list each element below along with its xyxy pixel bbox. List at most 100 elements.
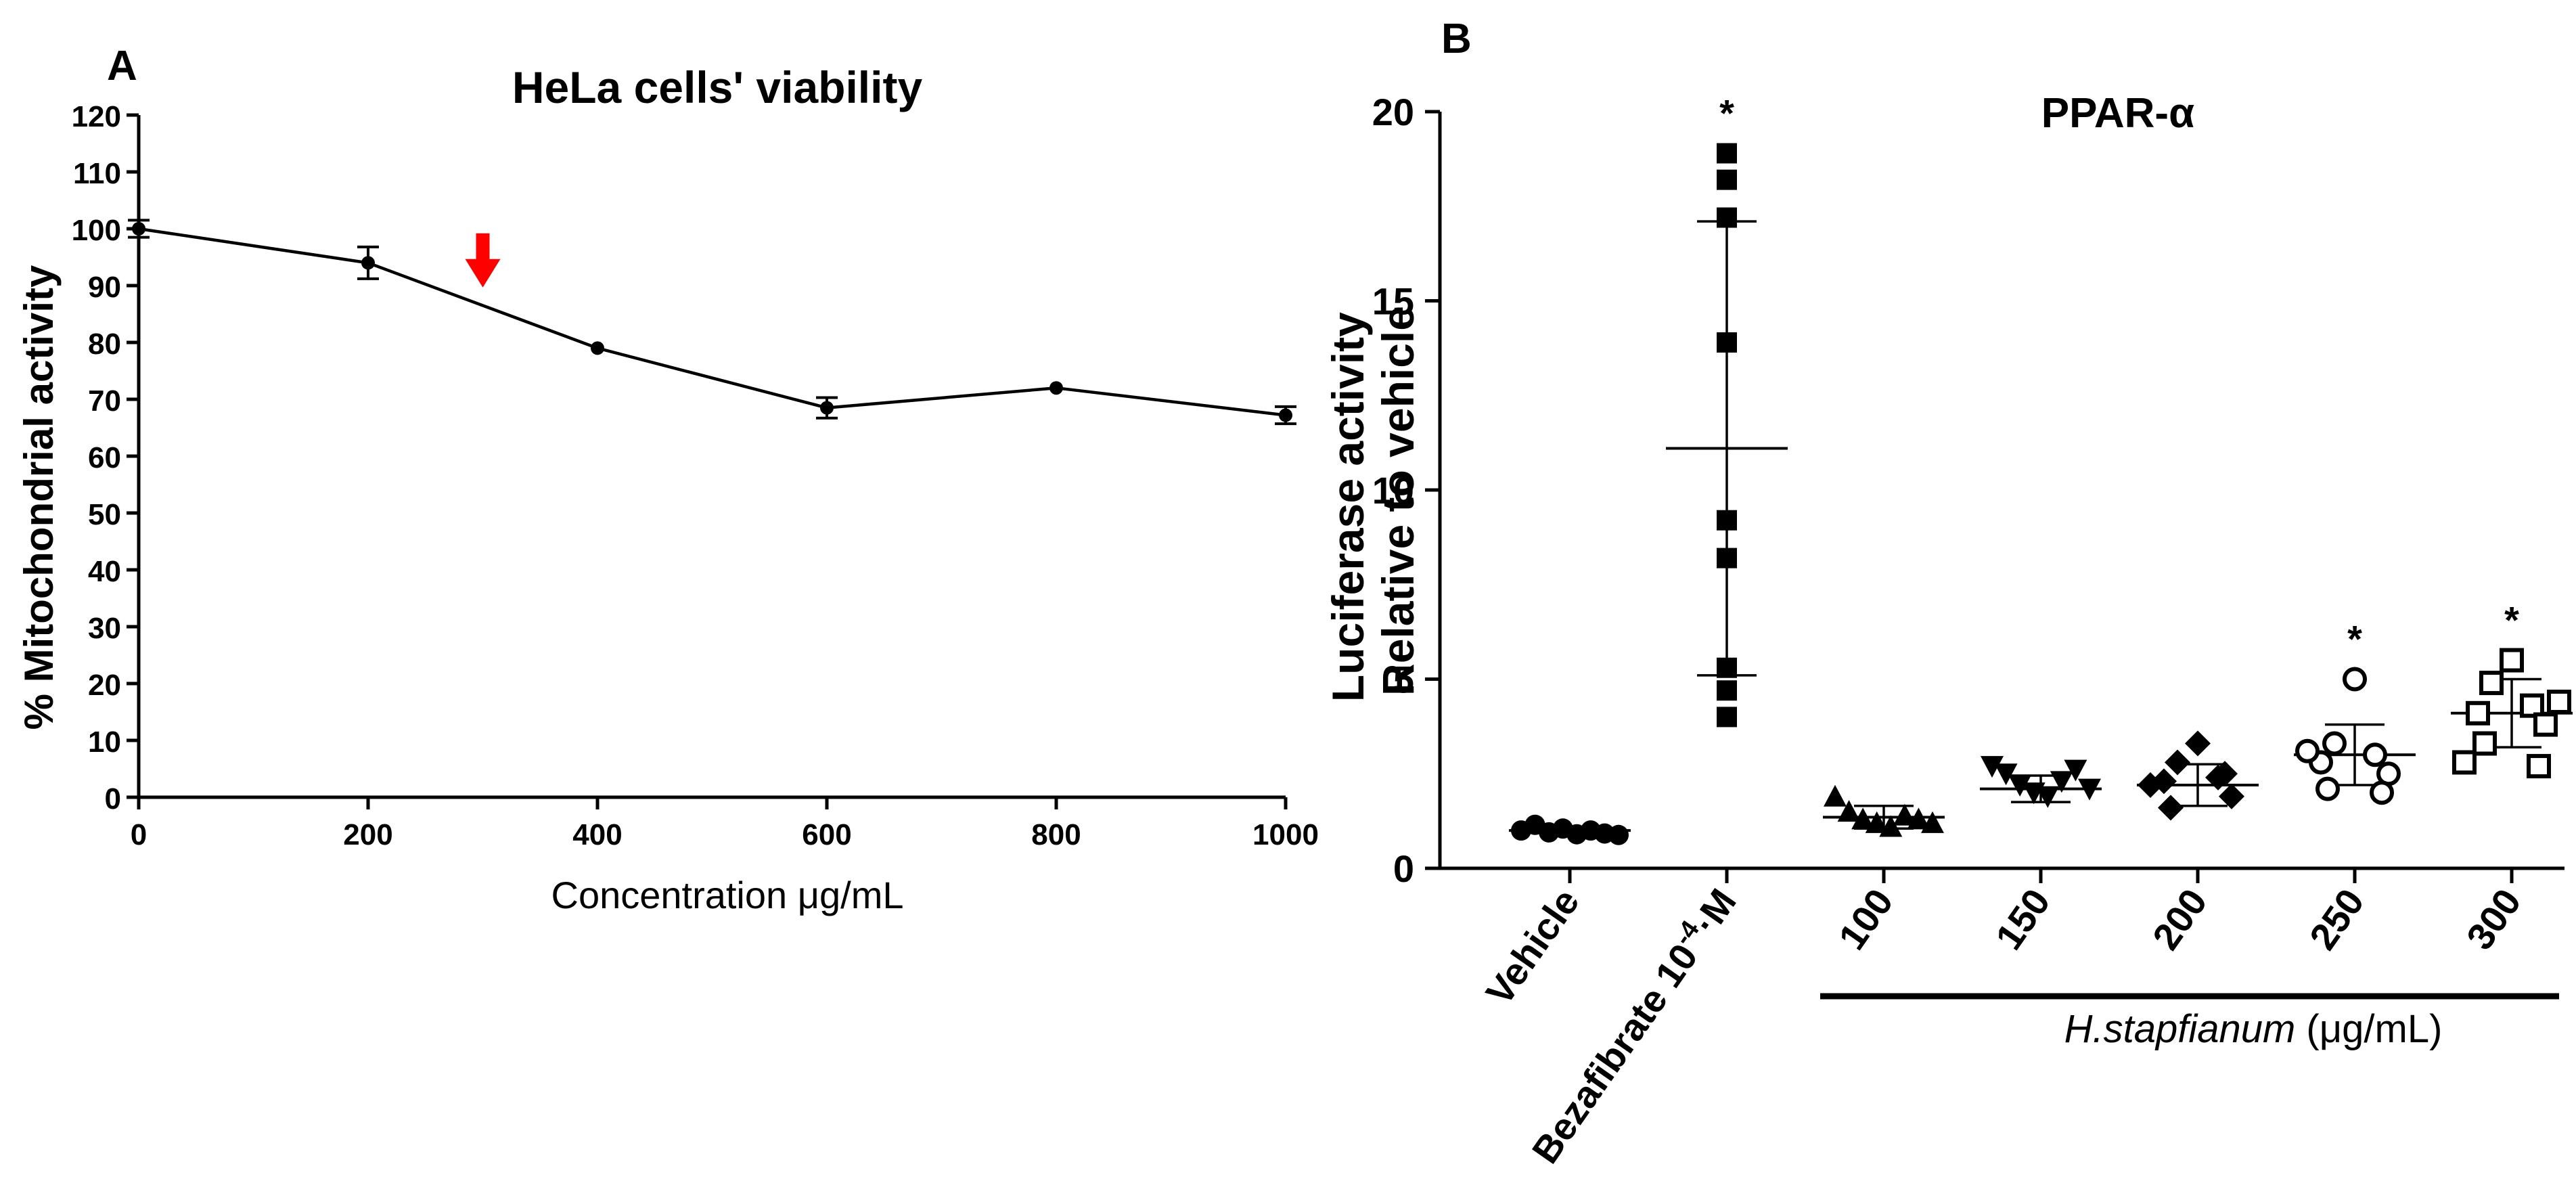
panel-b-significance-star: * [1719, 91, 1734, 134]
panel-a-ylabel: % Mitochondrial activity [16, 265, 62, 730]
bezafibrate-label-main: Bezafibrate 10 [1524, 936, 1706, 1171]
panel-b-data-point [2322, 731, 2347, 756]
panel-a-xtick-label: 800 [1031, 818, 1081, 851]
panel-b-xtick-label: 250 [2301, 881, 2372, 958]
panel-b-data-point [1717, 332, 1737, 353]
panel-b-data-point [2527, 754, 2551, 779]
panel-b-data-point [1851, 807, 1875, 830]
panel-b-significance-star: * [2504, 599, 2519, 642]
panel-b-data-point [2036, 786, 2060, 808]
panel-a-ytick-label: 120 [72, 100, 121, 133]
panel-a-ytick-label: 30 [88, 612, 121, 645]
panel-b-data-point [2212, 761, 2238, 787]
panel-b-data-point [2008, 775, 2032, 797]
panel-b-data-point [1837, 800, 1861, 822]
panel-b-ytick-label: 0 [1393, 847, 1414, 890]
panel-b-data-point [1893, 803, 1916, 826]
panel-b-data-point [2185, 730, 2211, 757]
panel-b-ytick-label: 10 [1372, 469, 1414, 512]
panel-b-group-label-unit: (μg/mL) [2295, 1007, 2442, 1051]
panel-b-data-point [1717, 169, 1737, 190]
panel-b-data-point [2500, 648, 2524, 673]
panel-b-data-point [2219, 783, 2244, 809]
panel-b-data-point [1717, 143, 1737, 164]
red-arrow-icon [465, 233, 501, 288]
panel-b-significance-star: * [2347, 618, 2362, 661]
panel-b-data-point [1717, 657, 1737, 678]
panel-b-ytick-label: 20 [1372, 91, 1414, 133]
panel-b-data-point [2050, 771, 2073, 793]
panel-b-data-point [2295, 738, 2320, 763]
panel-b-data-point [1879, 815, 1903, 837]
panel-a-ytick-label: 90 [88, 271, 121, 304]
panel-a-data-point [591, 341, 604, 355]
panel-b-xtick-label: 150 [1987, 881, 2058, 958]
panel-b-data-point [1994, 763, 2018, 786]
panel-a-ytick-label: 80 [88, 328, 121, 361]
panel-b-xtick-label: 100 [1830, 881, 1901, 958]
panel-a-plot: 0 10 20 30 40 50 60 70 80 90 100 110 120 0 200 400 600 80… [72, 100, 1319, 851]
panel-b-data-point [2472, 731, 2497, 756]
panel-b-data-point [2315, 776, 2340, 801]
panel-b-xtick-label: Vehicle [1478, 881, 1587, 1012]
panel-b-data-point [2533, 712, 2558, 737]
panel-a-data-point [1279, 408, 1292, 422]
panel-b-data-point [2452, 750, 2477, 775]
panel-b-data-point [2547, 690, 2571, 715]
panel-b-data-point [2158, 795, 2184, 821]
panel-b-data-point [1717, 680, 1737, 701]
panel-b-data-point [2343, 667, 2367, 692]
panel-b-data-point [2363, 742, 2387, 767]
panel-b-data-point [2479, 671, 2504, 696]
panel-b-data-point [2064, 759, 2087, 782]
panel-a-ytick-label: 110 [73, 157, 121, 190]
panel-b-data-point [2165, 749, 2190, 776]
panel-a-data-point [820, 401, 834, 415]
panel-a-ytick-label: 0 [105, 782, 121, 816]
panel-a-xlabel: Concentration μg/mL [551, 874, 904, 916]
panel-a-title: HeLa cells' viability [512, 62, 923, 112]
panel-a-ytick-label: 50 [88, 498, 121, 531]
panel-b-letter: B [1441, 16, 1472, 62]
panel-a-letter: A [107, 43, 137, 89]
panel-a-ytick-label: 10 [88, 726, 121, 759]
panel-a-xtick-label: 400 [572, 818, 622, 851]
panel-b-ytick-label: 15 [1372, 280, 1414, 323]
panel-b-data-point [1717, 207, 1737, 228]
panel-a-ytick-label: 70 [88, 384, 121, 418]
panel-b-data-point [2138, 772, 2163, 799]
panel-b-ylabel-line1: Luciferase activity [1323, 312, 1373, 702]
panel-b-data-point [1907, 807, 1930, 830]
panel-a-ytick-label: 20 [88, 669, 121, 702]
panel-b-data-point [1865, 811, 1889, 833]
panel-a-xtick-label: 0 [131, 818, 147, 851]
panel-b-data-point [1824, 784, 1847, 807]
panel-b-data-point [1608, 824, 1629, 845]
panel-a-xtick-label: 600 [802, 818, 851, 851]
panel-a-data-point [132, 222, 145, 236]
panel-a-series-line [138, 227, 1286, 417]
panel-b-title: PPAR-α [2041, 90, 2194, 137]
panel-b-data-point [1717, 510, 1737, 531]
panel-a-xtick-label: 200 [343, 818, 392, 851]
panel-a-ytick-label: 100 [72, 214, 121, 247]
panel-a-data-point [361, 256, 375, 270]
panel-b-group-label-italic: H.stapfianum [2064, 1007, 2296, 1051]
panel-a-ytick-label: 60 [88, 441, 121, 474]
panel-a-xtick-label: 1000 [1252, 818, 1319, 851]
panel-a-ytick-label: 40 [88, 555, 121, 588]
panel-b-data-point [2370, 780, 2394, 805]
panel-b-xtick-label: 300 [2458, 881, 2529, 958]
panel-a-data-point [1049, 381, 1063, 395]
panel-b-data-point [2466, 700, 2490, 726]
panel-b-group-label: H.stapfianum (μg/mL) [2064, 1007, 2443, 1051]
panel-b-data-point [2078, 778, 2101, 801]
panel-b-data-point [1717, 707, 1737, 728]
panel-b-data-point [1717, 548, 1737, 568]
panel-b-ylabel: Luciferase activity Relative to vehicle [1323, 300, 1423, 702]
panel-b-ytick-label: 5 [1393, 659, 1414, 701]
panel-b-data-point [1981, 756, 2004, 778]
panel-b-xtick-label: 200 [2144, 881, 2215, 958]
panel-b-ylabel-line2: Relative to vehicle [1373, 306, 1423, 696]
